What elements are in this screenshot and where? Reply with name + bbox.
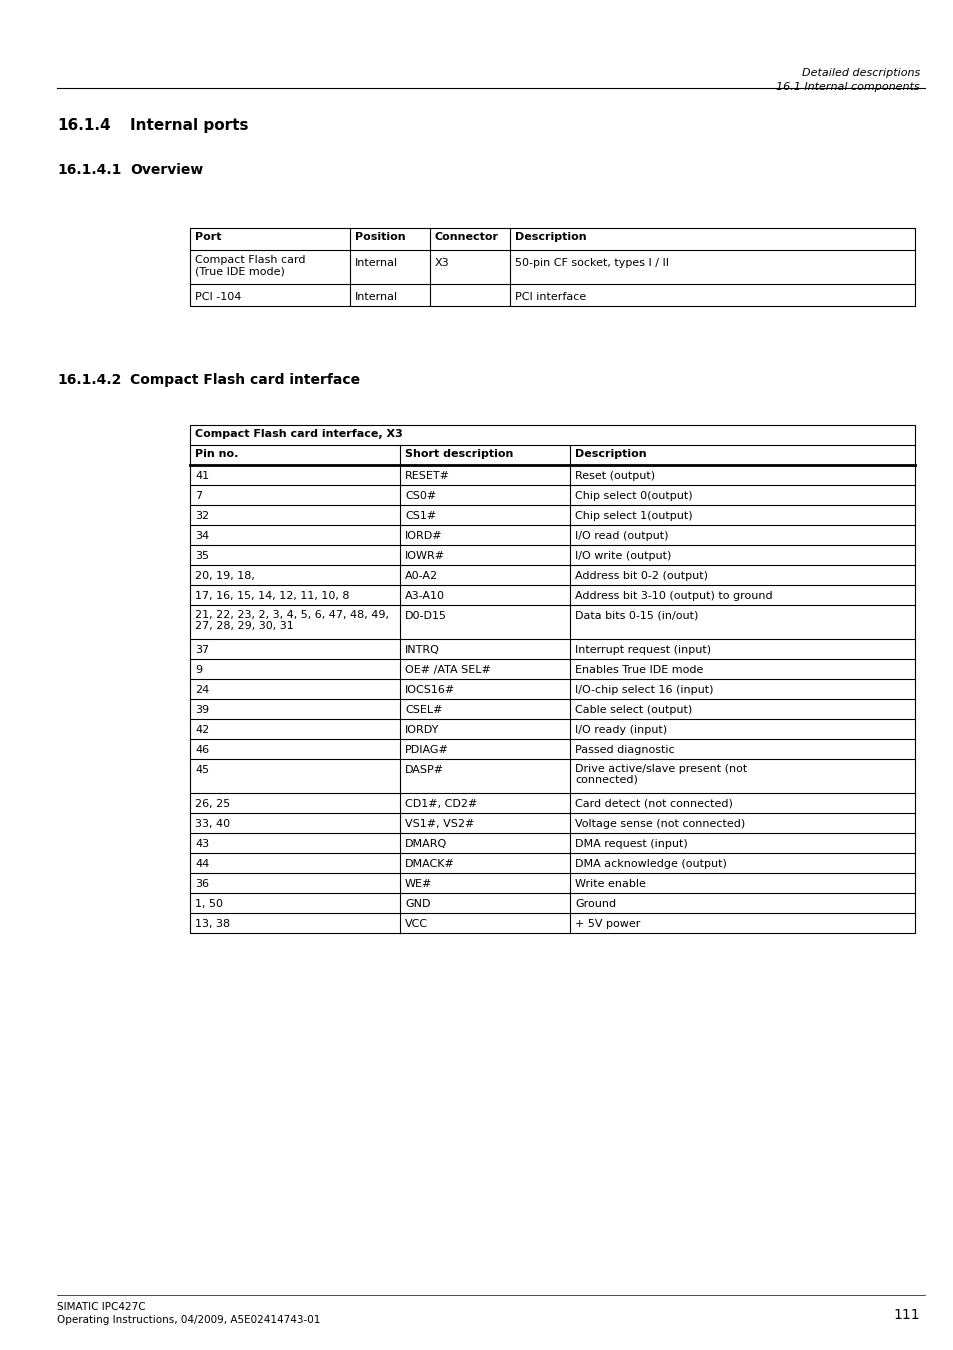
Text: 46: 46 — [194, 745, 209, 755]
Text: 44: 44 — [194, 859, 209, 869]
Text: VS1#, VS2#: VS1#, VS2# — [405, 819, 474, 829]
Text: I/O read (output): I/O read (output) — [575, 531, 668, 541]
Text: WE#: WE# — [405, 879, 432, 890]
Text: 7: 7 — [194, 491, 202, 501]
Text: Voltage sense (not connected): Voltage sense (not connected) — [575, 819, 744, 829]
Text: SIMATIC IPC427C: SIMATIC IPC427C — [57, 1301, 146, 1312]
Text: Data bits 0-15 (in/out): Data bits 0-15 (in/out) — [575, 612, 698, 621]
Text: GND: GND — [405, 899, 430, 909]
Text: Passed diagnostic: Passed diagnostic — [575, 745, 674, 755]
Text: Interrupt request (input): Interrupt request (input) — [575, 645, 710, 655]
Text: 9: 9 — [194, 666, 202, 675]
Bar — [190, 228, 914, 306]
Text: Ground: Ground — [575, 899, 616, 909]
Text: CS0#: CS0# — [405, 491, 436, 501]
Text: 43: 43 — [194, 838, 209, 849]
Text: CSEL#: CSEL# — [405, 705, 442, 716]
Text: Description: Description — [575, 450, 646, 459]
Text: A3-A10: A3-A10 — [405, 591, 444, 601]
Text: Connector: Connector — [435, 232, 498, 242]
Text: VCC: VCC — [405, 919, 428, 929]
Text: 13, 38: 13, 38 — [194, 919, 230, 929]
Text: Address bit 3-10 (output) to ground: Address bit 3-10 (output) to ground — [575, 591, 772, 601]
Text: 16.1.4.2: 16.1.4.2 — [57, 373, 121, 387]
Text: Cable select (output): Cable select (output) — [575, 705, 692, 716]
Text: Write enable: Write enable — [575, 879, 645, 890]
Text: Internal ports: Internal ports — [130, 117, 248, 134]
Text: 21, 22, 23, 2, 3, 4, 5, 6, 47, 48, 49,: 21, 22, 23, 2, 3, 4, 5, 6, 47, 48, 49, — [194, 610, 389, 620]
Text: Address bit 0-2 (output): Address bit 0-2 (output) — [575, 571, 707, 580]
Text: Internal: Internal — [355, 292, 397, 302]
Text: I/O-chip select 16 (input): I/O-chip select 16 (input) — [575, 684, 713, 695]
Text: 33, 40: 33, 40 — [194, 819, 230, 829]
Text: 16.1.4: 16.1.4 — [57, 117, 111, 134]
Text: Operating Instructions, 04/2009, A5E02414743-01: Operating Instructions, 04/2009, A5E0241… — [57, 1315, 320, 1324]
Text: Description: Description — [515, 232, 586, 242]
Text: 111: 111 — [892, 1308, 919, 1322]
Text: RESET#: RESET# — [405, 471, 450, 481]
Text: 50-pin CF socket, types I / II: 50-pin CF socket, types I / II — [515, 258, 668, 269]
Text: IORDY: IORDY — [405, 725, 439, 734]
Text: Chip select 1(output): Chip select 1(output) — [575, 512, 692, 521]
Text: IOWR#: IOWR# — [405, 551, 445, 562]
Text: 32: 32 — [194, 512, 209, 521]
Text: 35: 35 — [194, 551, 209, 562]
Text: Pin no.: Pin no. — [194, 450, 238, 459]
Text: 20, 19, 18,: 20, 19, 18, — [194, 571, 254, 580]
Text: 37: 37 — [194, 645, 209, 655]
Text: I/O write (output): I/O write (output) — [575, 551, 671, 562]
Text: DMA acknowledge (output): DMA acknowledge (output) — [575, 859, 726, 869]
Text: I/O ready (input): I/O ready (input) — [575, 725, 666, 734]
Text: 42: 42 — [194, 725, 209, 734]
Text: 34: 34 — [194, 531, 209, 541]
Text: Internal: Internal — [355, 258, 397, 269]
Text: Overview: Overview — [130, 163, 203, 177]
Text: (True IDE mode): (True IDE mode) — [194, 266, 285, 275]
Text: INTRQ: INTRQ — [405, 645, 439, 655]
Text: 1, 50: 1, 50 — [194, 899, 223, 909]
Text: Chip select 0(output): Chip select 0(output) — [575, 491, 692, 501]
Text: 26, 25: 26, 25 — [194, 799, 230, 809]
Text: Card detect (not connected): Card detect (not connected) — [575, 799, 732, 809]
Text: Compact Flash card: Compact Flash card — [194, 255, 305, 265]
Text: D0-D15: D0-D15 — [405, 612, 447, 621]
Text: Drive active/slave present (not: Drive active/slave present (not — [575, 764, 746, 774]
Text: 39: 39 — [194, 705, 209, 716]
Text: PCI interface: PCI interface — [515, 292, 586, 302]
Text: 16.1 Internal components: 16.1 Internal components — [776, 82, 919, 92]
Text: 24: 24 — [194, 684, 209, 695]
Text: CD1#, CD2#: CD1#, CD2# — [405, 799, 476, 809]
Text: DMACK#: DMACK# — [405, 859, 455, 869]
Text: 27, 28, 29, 30, 31: 27, 28, 29, 30, 31 — [194, 621, 294, 630]
Text: DMARQ: DMARQ — [405, 838, 447, 849]
Text: OE# /ATA SEL#: OE# /ATA SEL# — [405, 666, 491, 675]
Text: PDIAG#: PDIAG# — [405, 745, 449, 755]
Text: 36: 36 — [194, 879, 209, 890]
Text: IOCS16#: IOCS16# — [405, 684, 455, 695]
Text: + 5V power: + 5V power — [575, 919, 639, 929]
Text: Compact Flash card interface: Compact Flash card interface — [130, 373, 359, 387]
Text: Short description: Short description — [405, 450, 513, 459]
Text: Detailed descriptions: Detailed descriptions — [801, 68, 919, 78]
Text: Port: Port — [194, 232, 221, 242]
Text: Compact Flash card interface, X3: Compact Flash card interface, X3 — [194, 429, 402, 439]
Text: IORD#: IORD# — [405, 531, 442, 541]
Text: Position: Position — [355, 232, 405, 242]
Text: 45: 45 — [194, 765, 209, 775]
Text: DMA request (input): DMA request (input) — [575, 838, 687, 849]
Text: Reset (output): Reset (output) — [575, 471, 655, 481]
Bar — [190, 425, 914, 933]
Text: Enables True IDE mode: Enables True IDE mode — [575, 666, 702, 675]
Text: CS1#: CS1# — [405, 512, 436, 521]
Text: connected): connected) — [575, 775, 638, 784]
Text: DASP#: DASP# — [405, 765, 444, 775]
Text: 41: 41 — [194, 471, 209, 481]
Text: PCI -104: PCI -104 — [194, 292, 241, 302]
Text: 17, 16, 15, 14, 12, 11, 10, 8: 17, 16, 15, 14, 12, 11, 10, 8 — [194, 591, 349, 601]
Text: 16.1.4.1: 16.1.4.1 — [57, 163, 121, 177]
Text: A0-A2: A0-A2 — [405, 571, 437, 580]
Text: X3: X3 — [435, 258, 449, 269]
